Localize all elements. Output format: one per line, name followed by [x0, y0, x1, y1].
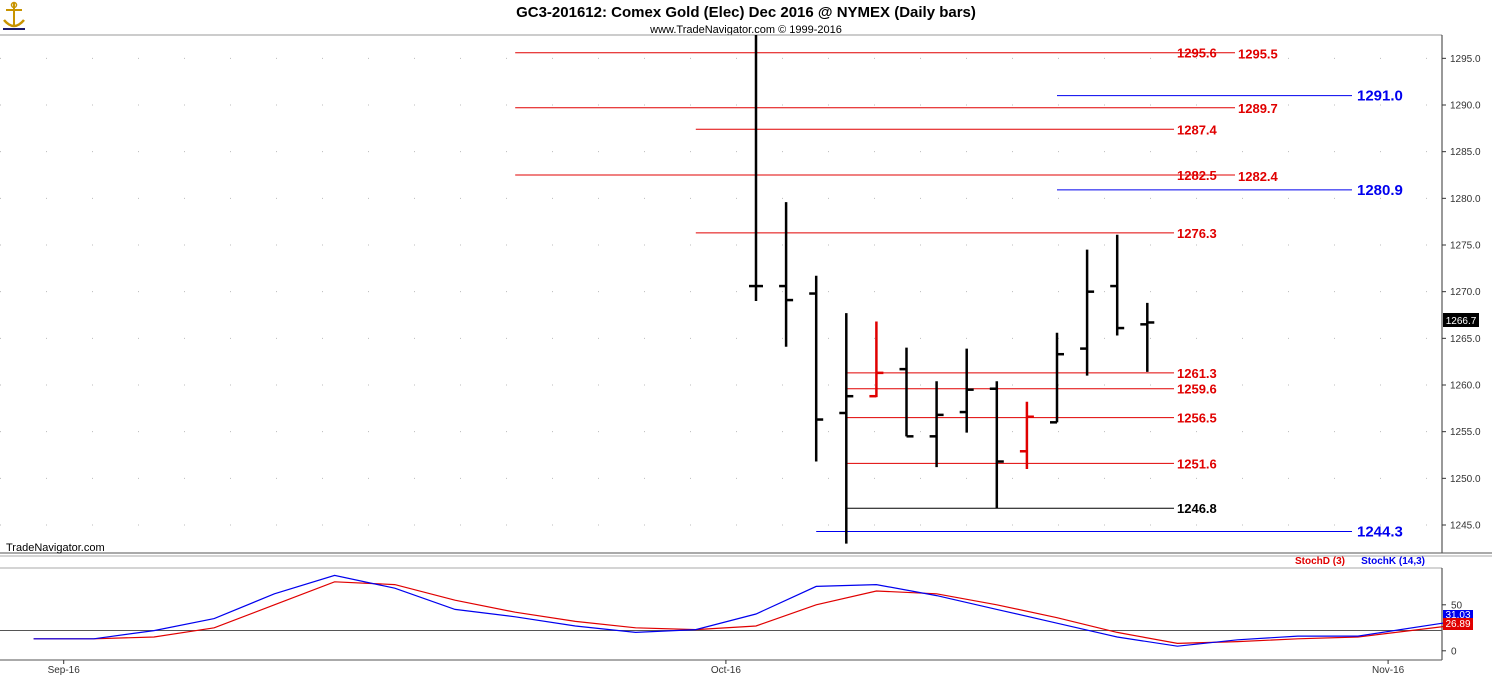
chart-title: GC3-201612: Comex Gold (Elec) Dec 2016 @… — [516, 4, 976, 21]
ohlc-bar — [1019, 401, 1034, 469]
ohlc-bar — [809, 275, 824, 462]
x-tick-label: Oct-16 — [711, 665, 741, 676]
level-label: 1295.5 — [1238, 47, 1278, 62]
y-tick-label: 1285.0 — [1450, 147, 1481, 158]
ohlc-bar — [1140, 302, 1155, 372]
level-label: 1287.4 — [1177, 122, 1218, 137]
level-label: 1261.3 — [1177, 366, 1217, 381]
ohlc-bar — [989, 381, 1004, 509]
ohlc-bar — [839, 313, 854, 544]
logo — [3, 1, 25, 30]
stoch-y-axis: 0 50 — [1442, 600, 1463, 657]
ohlc-bar — [899, 347, 914, 438]
level-label: 1282.5 — [1177, 168, 1217, 183]
level-label: 1256.5 — [1177, 411, 1217, 426]
stoch-lines — [33, 574, 1449, 647]
level-label: 1295.6 — [1177, 46, 1217, 61]
ohlc-bar — [929, 381, 944, 468]
date-x-axis: Sep-16 Oct-16 Nov-16 — [48, 660, 1405, 676]
stoch-k-last-value: 31.03 — [1445, 610, 1470, 621]
price-panel: 1295.6 1295.5 1291.0 1289.7 1287.4 1282.5 1282… — [0, 34, 1492, 557]
ohlc-bar — [779, 202, 794, 347]
price-y-axis: 1245.0 1250.0 1255.0 1260.0 1265.0 1270.0 1275… — [1442, 54, 1481, 532]
stoch-tick-label: 50 — [1451, 600, 1463, 611]
y-tick-label: 1290.0 — [1450, 101, 1481, 112]
ohlc-bar — [1080, 249, 1095, 376]
ohlc-bar — [1050, 332, 1064, 424]
level-label: 1291.0 — [1357, 88, 1403, 105]
x-tick-label: Sep-16 — [48, 665, 81, 676]
y-tick-label: 1280.0 — [1450, 194, 1481, 205]
x-tick-label: Nov-16 — [1372, 665, 1405, 676]
last-price-label: 1266.7 — [1446, 316, 1477, 327]
stoch-d-last-value: 26.89 — [1445, 619, 1470, 630]
ohlc-bars — [749, 35, 1155, 544]
ohlc-bar — [749, 35, 763, 301]
legend-stoch-k: StochK (14,3) — [1361, 556, 1425, 567]
level-label: 1251.6 — [1177, 456, 1217, 471]
y-tick-label: 1245.0 — [1450, 521, 1481, 532]
support-resistance-levels: 1295.6 1295.5 1291.0 1289.7 1287.4 1282.5 1282… — [515, 46, 1403, 541]
chart-subtitle: www.TradeNavigator.com © 1999-2016 — [649, 24, 842, 36]
y-tick-label: 1295.0 — [1450, 54, 1481, 65]
y-tick-label: 1275.0 — [1450, 241, 1481, 252]
stoch-series-line — [33, 581, 1449, 645]
stochastic-panel: 0 50 StochD (3) StochK (14,3) 31.03 26.89 — [0, 556, 1473, 661]
level-label: 1289.7 — [1238, 101, 1278, 116]
legend-stoch-d: StochD (3) — [1295, 556, 1345, 567]
y-tick-label: 1255.0 — [1450, 427, 1481, 438]
y-tick-label: 1270.0 — [1450, 287, 1481, 298]
y-tick-label: 1260.0 — [1450, 381, 1481, 392]
level-label: 1276.3 — [1177, 226, 1217, 241]
ohlc-bar — [1110, 234, 1125, 336]
stoch-last-badges: 31.03 26.89 — [1443, 610, 1473, 630]
watermark: TradeNavigator.com — [6, 542, 105, 554]
y-tick-label: 1250.0 — [1450, 474, 1481, 485]
y-tick-label: 1265.0 — [1450, 334, 1481, 345]
ship-anchor-logo-icon — [3, 1, 25, 30]
ohlc-bar — [869, 321, 884, 398]
level-label: 1280.9 — [1357, 182, 1403, 199]
level-label: 1259.6 — [1177, 382, 1217, 397]
level-label: 1282.4 — [1238, 169, 1279, 184]
level-label: 1244.3 — [1357, 524, 1403, 541]
level-label: 1246.8 — [1177, 501, 1217, 516]
stoch-tick-label: 0 — [1451, 646, 1457, 657]
stoch-series-line — [33, 574, 1449, 647]
ohlc-bar — [959, 348, 974, 433]
last-price-badge: 1266.7 — [1443, 313, 1479, 327]
